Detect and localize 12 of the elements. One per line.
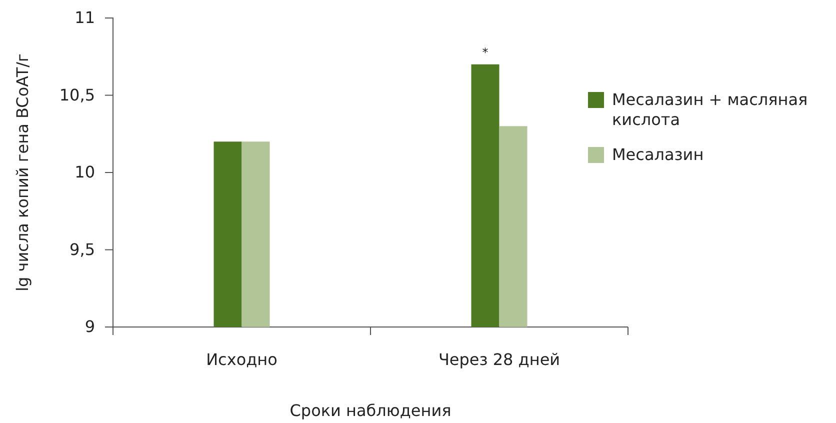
y-axis-title: lg числа копий гена BCoAT/г (13, 54, 32, 292)
y-tick-label: 10 (74, 162, 95, 182)
legend-label: Месалазин (612, 145, 704, 164)
x-tick-label: Через 28 дней (438, 350, 560, 369)
x-tick-label: Исходно (206, 350, 278, 369)
y-tick-label: 11 (74, 8, 95, 28)
legend-label: Месалазин + масляная кислота (612, 90, 808, 129)
x-axis-title: Сроки наблюдения (290, 401, 452, 420)
annotation: * (482, 45, 488, 60)
y-tick-label: 10,5 (59, 85, 95, 104)
y-tick-label: 9,5 (70, 240, 95, 259)
y-tick-label: 9 (84, 317, 95, 336)
